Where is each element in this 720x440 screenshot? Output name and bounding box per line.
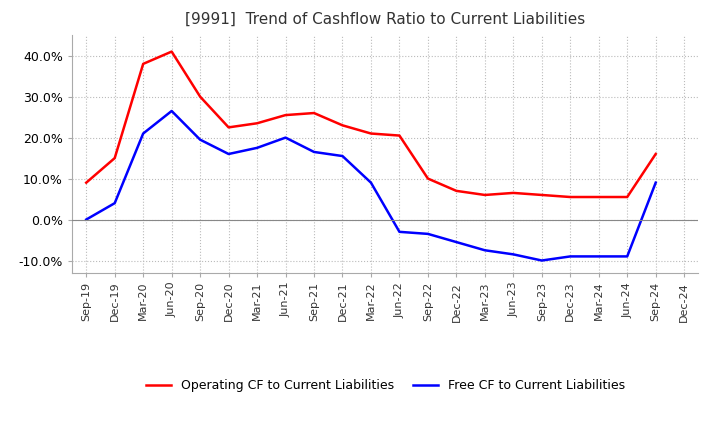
Operating CF to Current Liabilities [423,176,432,181]
Free CF to Current Liabilities [139,131,148,136]
Free CF to Current Liabilities [452,239,461,245]
Free CF to Current Liabilities [282,135,290,140]
Operating CF to Current Liabilities [167,49,176,54]
Operating CF to Current Liabilities [225,125,233,130]
Free CF to Current Liabilities [566,254,575,259]
Operating CF to Current Liabilities [110,155,119,161]
Line: Operating CF to Current Liabilities: Operating CF to Current Liabilities [86,51,656,197]
Free CF to Current Liabilities [595,254,603,259]
Free CF to Current Liabilities [167,108,176,114]
Title: [9991]  Trend of Cashflow Ratio to Current Liabilities: [9991] Trend of Cashflow Ratio to Curren… [185,12,585,27]
Operating CF to Current Liabilities [623,194,631,200]
Operating CF to Current Liabilities [196,94,204,99]
Operating CF to Current Liabilities [537,192,546,198]
Operating CF to Current Liabilities [82,180,91,185]
Legend: Operating CF to Current Liabilities, Free CF to Current Liabilities: Operating CF to Current Liabilities, Fre… [140,374,630,397]
Operating CF to Current Liabilities [253,121,261,126]
Free CF to Current Liabilities [253,145,261,150]
Free CF to Current Liabilities [225,151,233,157]
Free CF to Current Liabilities [480,248,489,253]
Operating CF to Current Liabilities [366,131,375,136]
Free CF to Current Liabilities [366,180,375,185]
Operating CF to Current Liabilities [338,123,347,128]
Free CF to Current Liabilities [196,137,204,142]
Free CF to Current Liabilities [509,252,518,257]
Free CF to Current Liabilities [423,231,432,237]
Operating CF to Current Liabilities [652,151,660,157]
Free CF to Current Liabilities [395,229,404,235]
Operating CF to Current Liabilities [480,192,489,198]
Operating CF to Current Liabilities [395,133,404,138]
Operating CF to Current Liabilities [310,110,318,116]
Free CF to Current Liabilities [623,254,631,259]
Operating CF to Current Liabilities [452,188,461,194]
Operating CF to Current Liabilities [139,61,148,66]
Line: Free CF to Current Liabilities: Free CF to Current Liabilities [86,111,656,260]
Free CF to Current Liabilities [338,154,347,159]
Free CF to Current Liabilities [537,258,546,263]
Operating CF to Current Liabilities [566,194,575,200]
Operating CF to Current Liabilities [595,194,603,200]
Free CF to Current Liabilities [652,180,660,185]
Free CF to Current Liabilities [110,201,119,206]
Operating CF to Current Liabilities [509,190,518,195]
Free CF to Current Liabilities [310,149,318,154]
Free CF to Current Liabilities [82,217,91,222]
Operating CF to Current Liabilities [282,113,290,118]
